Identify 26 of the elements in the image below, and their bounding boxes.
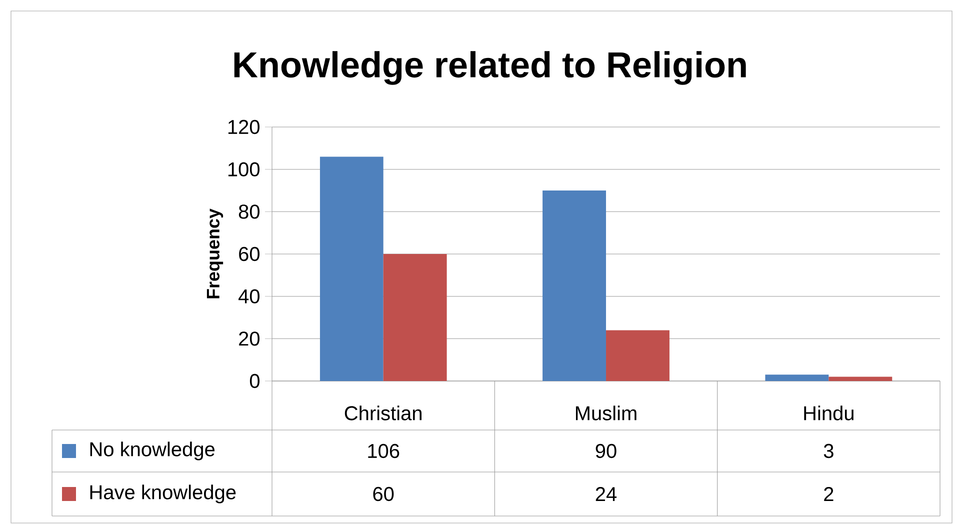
data-label: 2 xyxy=(824,487,834,501)
bar xyxy=(765,374,829,381)
x-tick-label: Muslim xyxy=(576,406,636,420)
data-label: 90 xyxy=(596,444,616,458)
data-label: 3 xyxy=(824,444,834,458)
x-tick-label: Christian xyxy=(344,406,422,420)
y-tick-label: 120 xyxy=(228,120,260,134)
bar xyxy=(320,156,384,381)
y-tick-label: 0 xyxy=(250,374,260,388)
y-tick-label: 60 xyxy=(239,246,260,262)
y-tick-label: 100 xyxy=(228,162,260,176)
y-tick-label: 80 xyxy=(238,204,260,219)
data-label: 106 xyxy=(368,444,400,458)
data-label: 24 xyxy=(596,487,617,501)
data-label: 60 xyxy=(373,486,394,502)
y-axis-title: Frequency xyxy=(206,208,224,298)
y-tick-label: 20 xyxy=(239,332,260,346)
chart-title: Knowledge related to Religion xyxy=(234,51,746,85)
x-tick-label: Hindu xyxy=(804,406,854,420)
y-tick-label: 40 xyxy=(238,289,260,304)
legend-label: No knowledge xyxy=(90,442,215,460)
bar xyxy=(606,330,670,381)
legend-label: Have knowledge xyxy=(90,484,236,504)
bar xyxy=(383,254,447,381)
bar xyxy=(542,190,606,381)
bar xyxy=(828,376,892,381)
